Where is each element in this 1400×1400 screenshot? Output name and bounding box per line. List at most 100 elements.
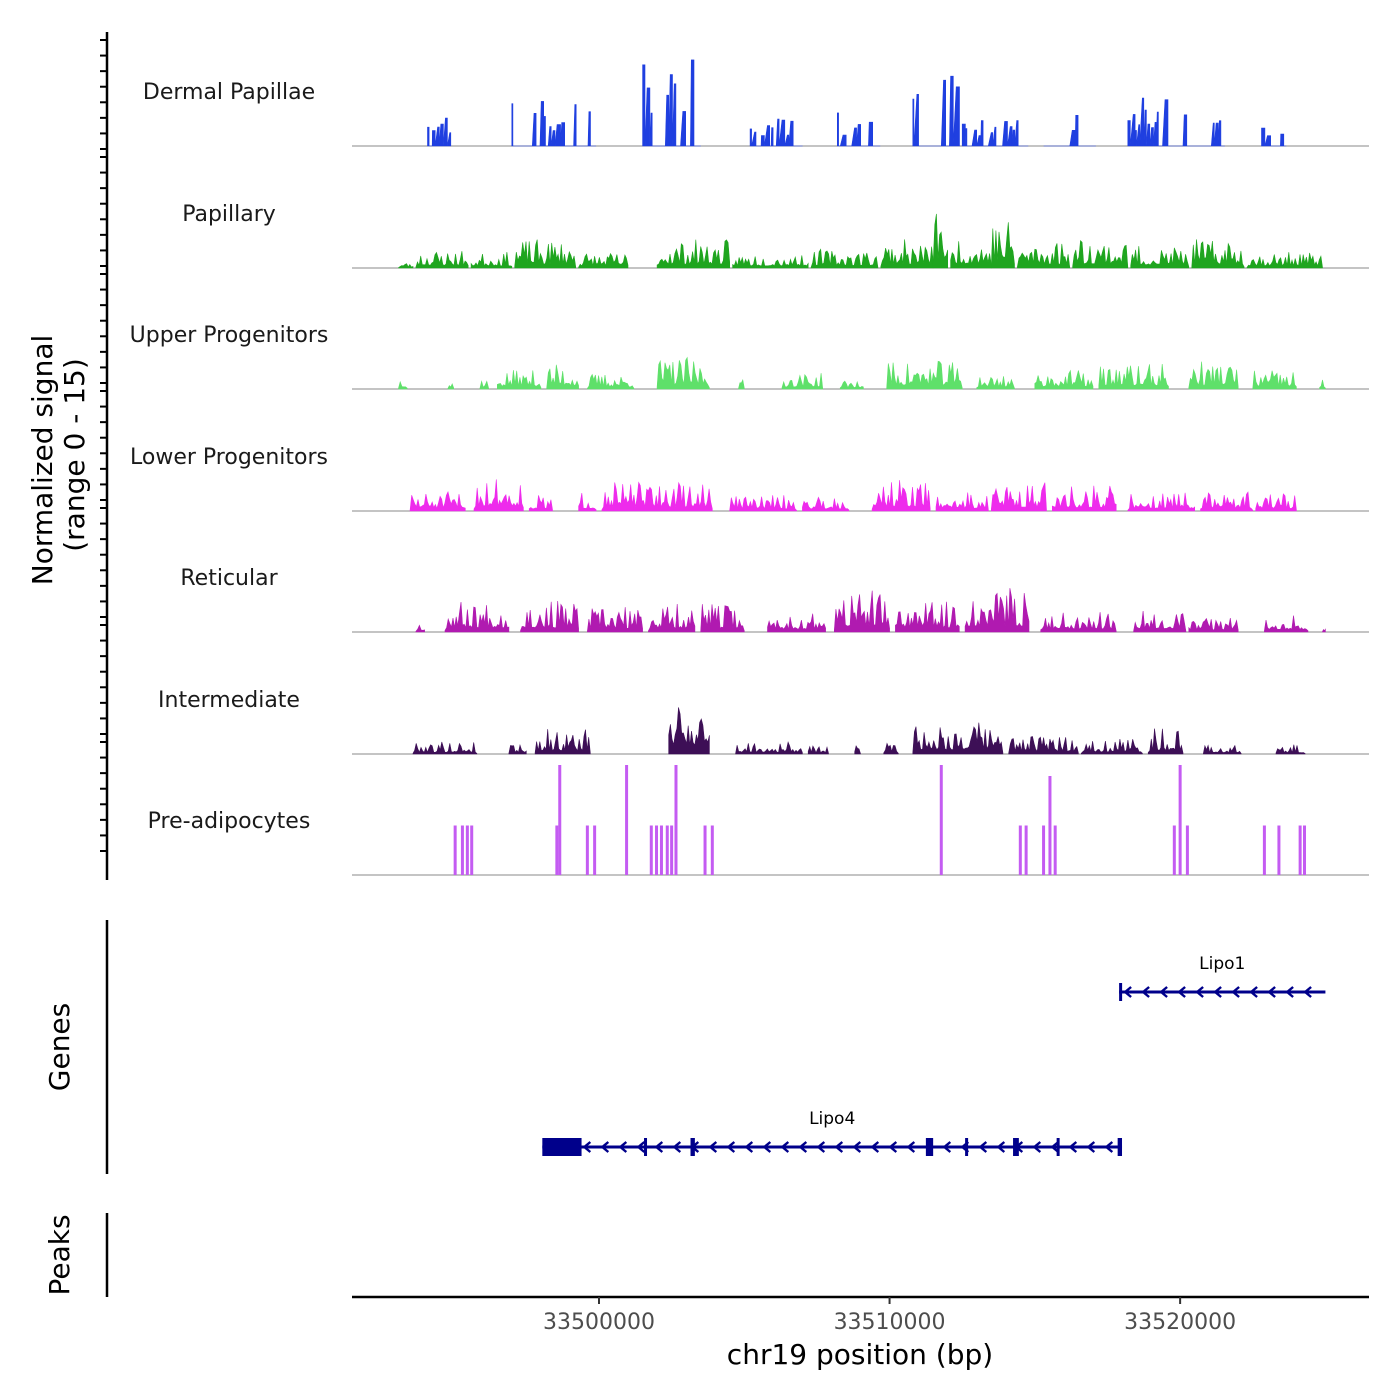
signal-peak [802, 496, 850, 512]
strand-arrow [1303, 986, 1312, 998]
signal-bar [460, 825, 464, 875]
signal-peak [912, 75, 960, 147]
x-tick-label: 33520000 [1124, 1310, 1236, 1335]
signal-peak [738, 378, 745, 390]
signal-peak [587, 373, 635, 390]
signal-peak [578, 252, 629, 269]
strand-arrow [1285, 986, 1294, 998]
signal-peak [1098, 363, 1169, 390]
signal-peak [546, 364, 579, 390]
x-tick-label: 33500000 [543, 1310, 655, 1335]
y-axis-title-line-1: Normalized signal [26, 335, 59, 586]
signal-peak [1319, 379, 1326, 390]
signal-bar [558, 765, 562, 875]
signal-peak [1200, 491, 1254, 512]
signal-peak [497, 370, 542, 390]
signal-peak [427, 117, 452, 147]
track-dermal-papillae: Dermal Papillae [143, 59, 1369, 147]
strand-arrow [888, 1141, 898, 1153]
signal-peak [470, 252, 513, 269]
signal-peak [444, 601, 510, 633]
exon [644, 1138, 648, 1156]
track-label: Dermal Papillae [143, 80, 315, 105]
strand-arrow [870, 1141, 880, 1153]
signal-peak [1127, 97, 1169, 147]
signal-peak [447, 383, 454, 390]
strand-arrow [636, 1141, 646, 1153]
signal-bar [1178, 765, 1182, 875]
signal-bar [593, 825, 597, 875]
signal-peak [880, 239, 934, 269]
signal-bar [939, 765, 943, 875]
strand-arrow [1123, 986, 1132, 998]
signal-peak [1081, 739, 1143, 755]
strand-arrow [906, 1141, 916, 1153]
track-label: Upper Progenitors [130, 323, 329, 348]
signal-bar [1053, 825, 1057, 875]
exon [690, 1138, 695, 1156]
signal-peak [473, 479, 524, 512]
signal-bar [655, 825, 659, 875]
signal-peak [1034, 369, 1094, 390]
coverage-y-axis [100, 32, 109, 880]
signal-peak [1188, 361, 1239, 390]
exon [1119, 983, 1123, 1001]
strand-arrow [1195, 986, 1204, 998]
strand-arrow [1068, 1141, 1078, 1153]
track-label: Pre-adipocytes [148, 809, 311, 834]
strand-arrow [834, 1141, 844, 1153]
signal-peak [656, 356, 710, 390]
exon [1117, 1138, 1123, 1156]
signal-peak [1133, 610, 1187, 633]
signal-peak [700, 604, 745, 633]
signal-peak [409, 491, 466, 512]
signal-peak [398, 263, 414, 269]
track-upper-progenitors: Upper Progenitors [130, 323, 1369, 390]
track-pre-adipocytes: Pre-adipocytes [148, 765, 1369, 876]
signal-bar [1262, 825, 1266, 875]
strand-arrow [744, 1141, 754, 1153]
strand-arrow [762, 1141, 772, 1153]
signal-peak [520, 600, 579, 633]
strand-arrow [816, 1141, 826, 1153]
signal-peak [834, 590, 890, 633]
signal-bar [470, 825, 474, 875]
signal-peak [1322, 628, 1326, 633]
signal-peak [976, 376, 1015, 390]
gene-lipo1: Lipo1 [1119, 954, 1326, 1001]
signal-peak [1072, 239, 1129, 269]
signal-bar [585, 825, 589, 875]
track-label: Papillary [182, 202, 276, 227]
signal-peak [883, 742, 899, 755]
signal-peak [886, 360, 963, 390]
signal-peak [528, 495, 553, 512]
x-axis-title: chr19 position (bp) [727, 1338, 993, 1371]
signal-peak [601, 481, 713, 512]
signal-peak [1130, 246, 1190, 269]
signal-peak [1147, 728, 1184, 755]
signal-peak [1040, 612, 1117, 633]
signal-peak [932, 213, 948, 269]
x-axis-ticks: 33500000 33510000 33520000 [543, 1297, 1236, 1335]
signal-peak [398, 380, 408, 390]
strand-arrow [852, 1141, 862, 1153]
signal-peak [749, 118, 803, 147]
signal-bar [1298, 825, 1302, 875]
signal-bar [665, 825, 669, 875]
signal-peak [807, 745, 829, 755]
signal-bar [1172, 825, 1176, 875]
signal-bar [659, 825, 663, 875]
signal-peak [991, 222, 1015, 269]
strand-arrow [1050, 1141, 1060, 1153]
signal-peak [732, 255, 809, 269]
signal-bar [710, 825, 714, 875]
gene-name-label: Lipo1 [1199, 954, 1245, 974]
signal-peak [854, 745, 861, 755]
track-lower-progenitors: Lower Progenitors [130, 445, 1369, 512]
signal-peak [735, 741, 803, 755]
signal-peak [810, 248, 879, 269]
signal-peak [1252, 370, 1297, 390]
strand-arrow [618, 1141, 628, 1153]
strand-arrow [1249, 986, 1258, 998]
